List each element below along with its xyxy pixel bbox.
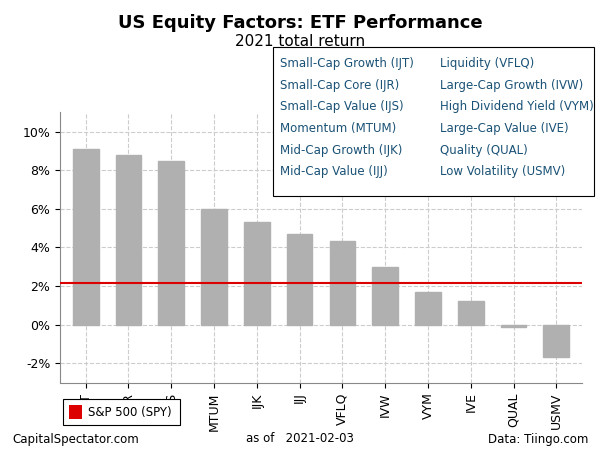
Bar <box>201 209 227 324</box>
Bar <box>116 155 141 324</box>
Text: Quality (QUAL): Quality (QUAL) <box>440 144 527 157</box>
Bar <box>501 324 526 327</box>
Bar <box>415 292 441 324</box>
Text: Momentum (MTUM): Momentum (MTUM) <box>280 122 397 135</box>
Bar <box>158 161 184 324</box>
Bar <box>73 149 98 324</box>
Text: Mid-Cap Value (IJJ): Mid-Cap Value (IJJ) <box>280 165 388 178</box>
Text: US Equity Factors: ETF Performance: US Equity Factors: ETF Performance <box>118 14 482 32</box>
Bar <box>458 302 484 324</box>
Bar <box>544 324 569 357</box>
Text: Small-Cap Growth (IJT): Small-Cap Growth (IJT) <box>280 57 414 70</box>
Bar <box>287 234 313 324</box>
Text: Large-Cap Value (IVE): Large-Cap Value (IVE) <box>440 122 569 135</box>
Text: CapitalSpectator.com: CapitalSpectator.com <box>12 432 139 446</box>
Text: Large-Cap Growth (IVW): Large-Cap Growth (IVW) <box>440 79 583 92</box>
Bar <box>244 222 269 324</box>
Bar <box>373 267 398 324</box>
Bar <box>329 241 355 324</box>
Text: Mid-Cap Growth (IJK): Mid-Cap Growth (IJK) <box>280 144 403 157</box>
Text: Liquidity (VFLQ): Liquidity (VFLQ) <box>440 57 534 70</box>
Text: Low Volatility (USMV): Low Volatility (USMV) <box>440 165 565 178</box>
Text: Data: Tiingo.com: Data: Tiingo.com <box>488 432 588 446</box>
Text: Small-Cap Value (IJS): Small-Cap Value (IJS) <box>280 100 404 113</box>
Text: Small-Cap Core (IJR): Small-Cap Core (IJR) <box>280 79 400 92</box>
Text: as of   2021-02-03: as of 2021-02-03 <box>246 432 354 446</box>
Text: High Dividend Yield (VYM): High Dividend Yield (VYM) <box>440 100 593 113</box>
Text: S&P 500 (SPY): S&P 500 (SPY) <box>88 406 172 419</box>
Text: 2021 total return: 2021 total return <box>235 34 365 49</box>
